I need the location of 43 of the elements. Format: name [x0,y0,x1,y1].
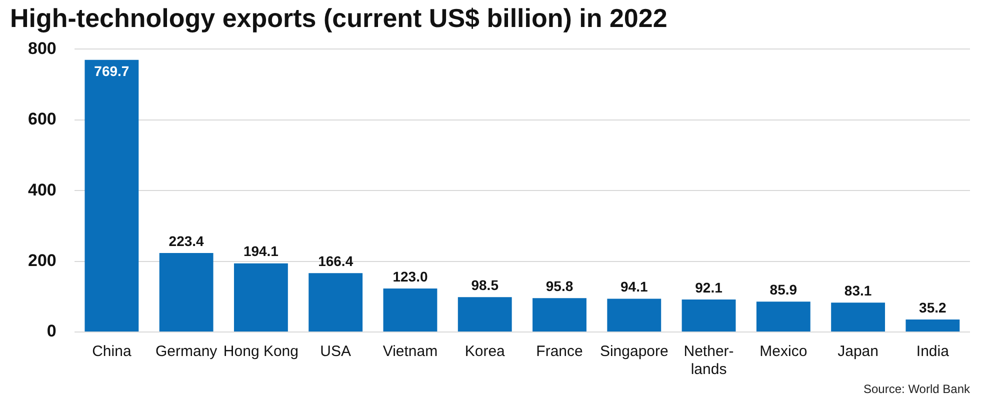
y-tick-label: 400 [28,180,56,200]
x-tick-label: Vietnam [382,343,438,360]
bar [682,299,736,332]
bar [234,263,288,332]
x-tick-label: China [92,343,132,360]
data-label: 166.4 [318,253,354,270]
x-tick-label: Singapore [600,343,668,360]
x-tick-label: Mexico [760,343,808,360]
data-label: 94.1 [620,278,648,295]
bar [607,298,662,332]
bar [906,320,960,332]
data-label: 92.1 [695,279,723,296]
bar [84,60,139,332]
bar [458,297,512,332]
bar [831,302,886,332]
x-tick-label: Hong Kong [223,343,298,360]
bar [308,273,363,332]
data-label: 95.8 [546,278,574,294]
y-tick-label: 600 [28,110,56,129]
source-note: Source: World Bank [864,382,970,396]
data-label: 83.1 [844,282,872,298]
x-tick-label: USA [320,343,352,360]
x-tick-label: Korea [464,343,506,360]
bar [159,253,214,332]
bar [383,288,438,332]
data-label: 223.4 [168,232,204,249]
x-tick-label: France [536,343,583,360]
x-tick-label: India [916,343,950,360]
chart-title: High-technology exports (current US$ billion) in 2022 [10,2,668,33]
data-label: 769.7 [94,62,130,79]
data-label: 123.0 [392,268,428,284]
data-label: 85.9 [770,281,798,298]
bar [532,298,586,332]
y-tick-label: 200 [28,250,56,270]
data-label: 35.2 [919,299,947,316]
x-tick-label: Germany [155,343,218,360]
bar [756,302,810,332]
y-tick-label: 800 [28,38,56,58]
x-tick-label: Japan [838,343,878,360]
x-tick-label: Nether- lands [684,343,734,378]
data-label: 194.1 [243,243,279,260]
data-label: 98.5 [471,277,499,294]
y-tick-label: 0 [46,322,56,341]
